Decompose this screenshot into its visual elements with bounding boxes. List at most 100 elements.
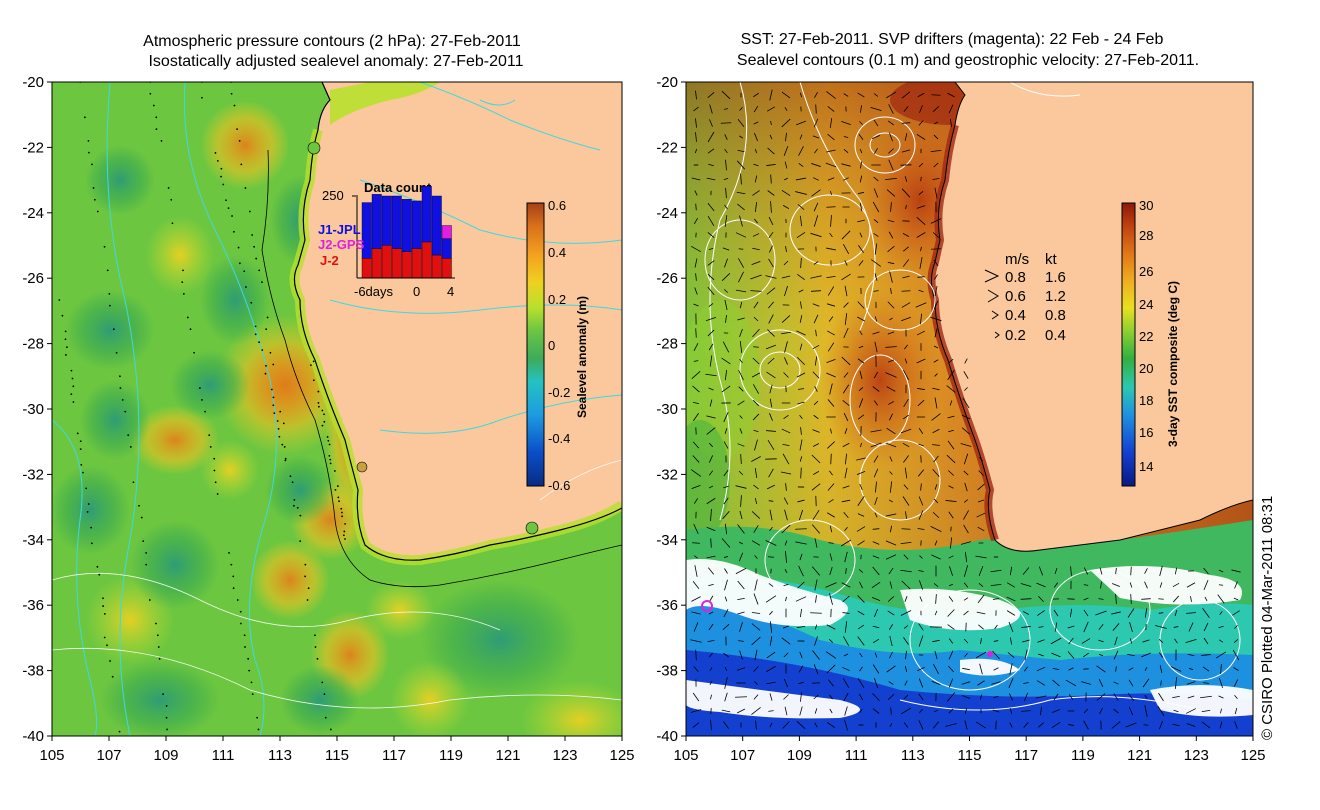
- track-dot: [214, 481, 217, 484]
- velocity-vector: [1233, 639, 1239, 643]
- velocity-vector: [1115, 567, 1117, 575]
- velocity-vector: [1129, 622, 1133, 632]
- sealevel-colorbar: 0.6 0.4 0.2 0 -0.2 -0.4 -0.6 Sealevel an…: [526, 198, 589, 493]
- velocity-vector: [1158, 692, 1164, 702]
- track-dot: [213, 457, 216, 460]
- velocity-vector: [874, 243, 878, 255]
- velocity-vector: [963, 638, 969, 644]
- velocity-vector: [1053, 582, 1059, 588]
- inset-bar-j2-gps: [441, 225, 452, 239]
- velocity-vector: [813, 400, 819, 406]
- velocity-vector: [695, 273, 697, 281]
- velocity-vector: [888, 567, 894, 575]
- velocity-vector: [769, 509, 773, 521]
- velocity-vector: [753, 694, 759, 700]
- track-dot: [145, 551, 148, 554]
- velocity-vector: [889, 651, 893, 659]
- velocity-vector: [857, 610, 865, 616]
- track-dot: [201, 96, 203, 99]
- track-dot: [152, 104, 155, 107]
- velocity-vector: [903, 625, 909, 629]
- velocity-vector: [933, 498, 939, 504]
- velocity-vector: [1083, 609, 1089, 617]
- velocity-vector: [721, 538, 731, 548]
- velocity-vector: [1187, 654, 1195, 656]
- velocity-vector: [901, 580, 911, 590]
- velocity-vector: [708, 163, 714, 167]
- track-dot: [336, 485, 339, 487]
- velocity-vector: [799, 439, 803, 451]
- velocity-vector: [1095, 610, 1107, 616]
- track-dot: [102, 597, 104, 600]
- velocity-vector: [796, 231, 806, 239]
- track-dot: [157, 646, 160, 648]
- velocity-vector: [1052, 679, 1060, 687]
- track-dot: [186, 316, 189, 319]
- velocity-vector: [784, 509, 788, 521]
- velocity-vector: [826, 624, 836, 630]
- track-dot: [250, 681, 253, 684]
- track-dot: [109, 660, 111, 662]
- velocity-vector: [901, 149, 911, 153]
- velocity-vector: [1172, 695, 1180, 699]
- velocity-vector: [739, 341, 743, 353]
- velocity-vector: [723, 177, 729, 181]
- velocity-vector: [1186, 582, 1196, 588]
- velocity-vector: [870, 106, 882, 112]
- track-dot: [87, 503, 90, 505]
- velocity-vector: [872, 693, 880, 701]
- velocity-vector: [874, 652, 878, 658]
- velocity-vector: [751, 261, 761, 265]
- track-dot: [204, 410, 206, 413]
- velocity-vector: [1158, 612, 1164, 614]
- velocity-vector: [782, 453, 790, 465]
- velocity-vector: [843, 93, 849, 97]
- velocity-vector: [707, 286, 715, 296]
- velocity-vector: [885, 372, 897, 378]
- velocity-vector: [1038, 626, 1044, 628]
- velocity-vector: [737, 149, 745, 153]
- colorbar-tick: 14: [1139, 459, 1153, 474]
- velocity-vector: [930, 149, 942, 153]
- velocity-vector: [781, 189, 791, 197]
- velocity-vector: [1204, 596, 1208, 602]
- velocity-vector: [694, 148, 698, 154]
- velocity-vector: [859, 148, 863, 154]
- colorbar-tick: 28: [1139, 228, 1153, 243]
- velocity-vector: [888, 499, 894, 503]
- velocity-vector: [827, 177, 835, 181]
- y-tick-label: -22: [656, 139, 678, 156]
- velocity-vector: [753, 666, 759, 672]
- velocity-vector: [949, 400, 953, 406]
- velocity-vector: [825, 582, 837, 588]
- velocity-vector: [829, 383, 833, 395]
- track-dot: [91, 163, 93, 166]
- velocity-vector: [724, 568, 728, 574]
- velocity-vector: [887, 331, 895, 335]
- velocity-vector: [1141, 652, 1151, 658]
- track-dot: [314, 634, 316, 637]
- track-dot: [343, 530, 346, 533]
- velocity-vector: [947, 92, 955, 98]
- velocity-vector: [768, 216, 774, 226]
- track-dot: [108, 292, 111, 295]
- velocity-vector: [1174, 567, 1178, 575]
- velocity-vector: [1144, 581, 1148, 589]
- velocity-vector: [811, 483, 821, 491]
- velocity-vector: [1038, 653, 1044, 657]
- colorbar-tick: -0.2: [548, 385, 570, 400]
- left-y-axis: -20 -22 -24 -26 -28 -30 -32 -34 -36 -38 -40: [22, 74, 52, 745]
- velocity-vector: [859, 483, 863, 491]
- velocity-vector: [859, 232, 863, 238]
- velocity-vector: [709, 399, 713, 407]
- velocity-vector: [812, 135, 820, 139]
- velocity-vector: [857, 678, 865, 688]
- x-tick-label: 125: [609, 747, 634, 764]
- velocity-vector: [933, 162, 939, 168]
- velocity-vector: [1234, 581, 1238, 589]
- velocity-vector: [795, 177, 807, 181]
- velocity-vector: [1113, 693, 1119, 701]
- colorbar-tick: 0.6: [548, 198, 566, 213]
- velocity-vector: [723, 108, 729, 110]
- y-tick-label: -38: [656, 663, 678, 680]
